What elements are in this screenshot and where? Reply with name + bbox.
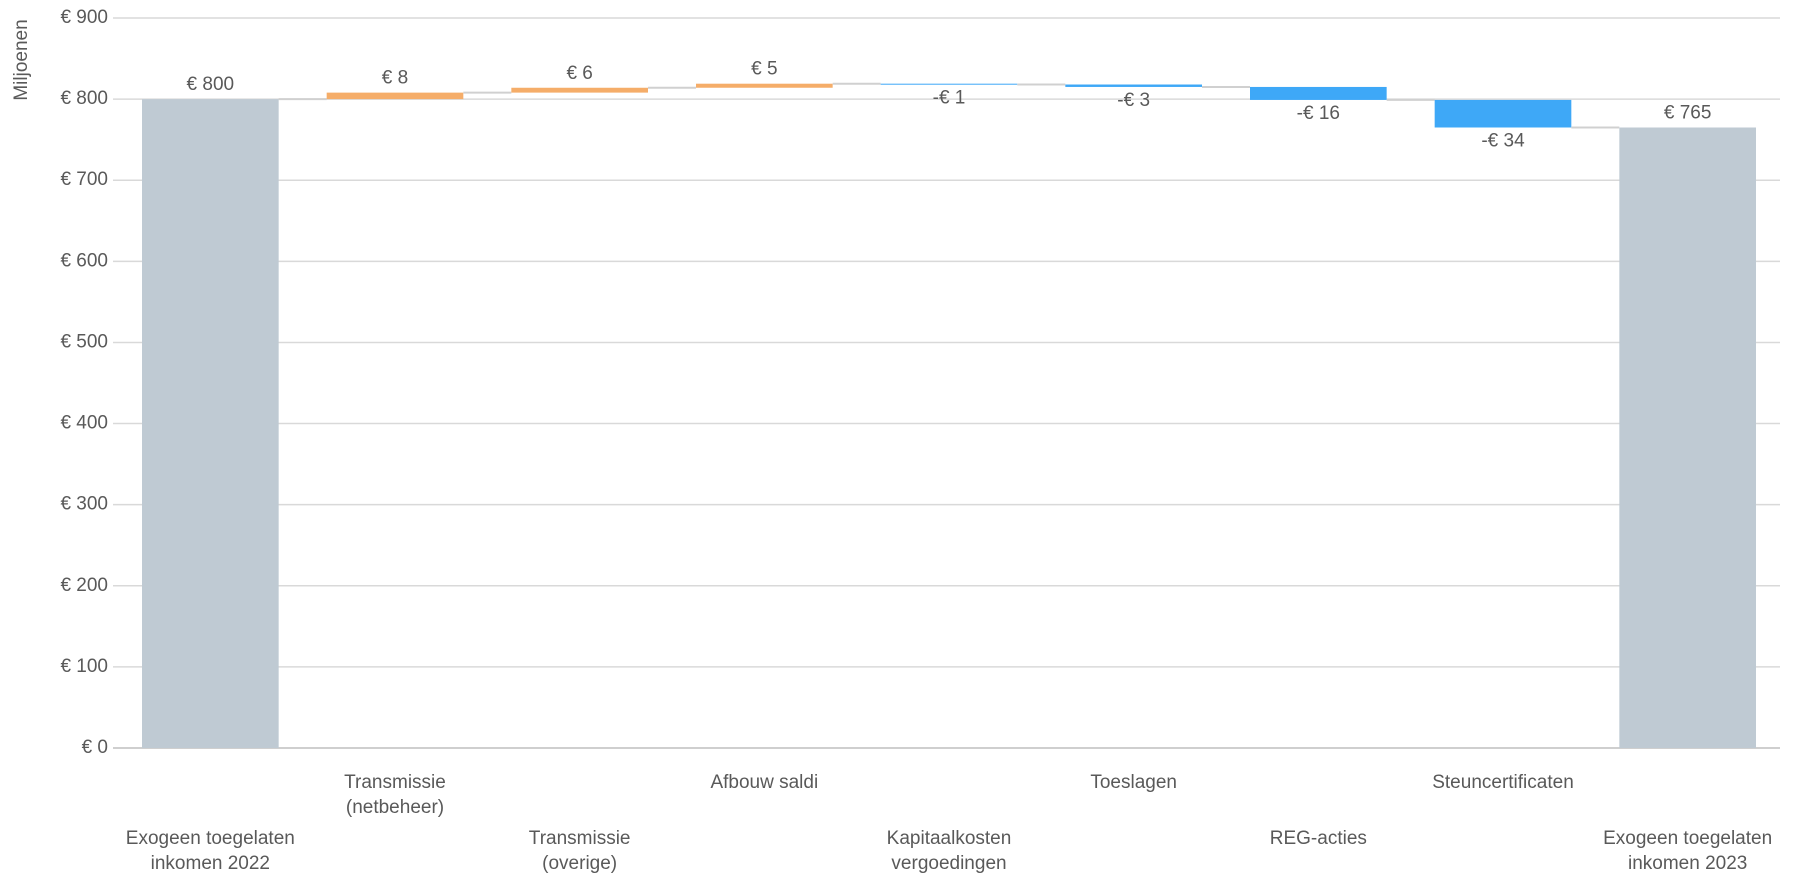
y-tick-label: € 900 [60, 7, 108, 28]
bar [326, 92, 464, 100]
y-tick-label: € 800 [60, 88, 108, 109]
bar [511, 87, 648, 93]
x-tick-label: Toeslagen [1090, 772, 1177, 793]
y-axis-label: Miljoenen [11, 19, 32, 100]
x-tick-label: Exogeen toegelaten inkomen 2023 [1603, 828, 1773, 874]
x-tick-label: Exogeen toegelaten inkomen 2022 [125, 828, 295, 874]
y-tick-label: € 300 [60, 494, 108, 515]
bar [1065, 84, 1202, 87]
y-tick-label: € 400 [60, 413, 108, 434]
data-label: € 8 [382, 68, 408, 89]
x-tick-label: REG-acties [1269, 828, 1367, 849]
data-label: -€ 16 [1297, 103, 1340, 124]
data-label: -€ 3 [1117, 90, 1150, 111]
x-tick-label: Steuncertificaten [1432, 772, 1574, 793]
y-tick-label: € 200 [60, 575, 108, 596]
y-tick-label: € 500 [60, 331, 108, 352]
bar [1434, 99, 1572, 128]
y-tick-label: € 100 [60, 656, 108, 677]
bar [1619, 127, 1756, 748]
y-tick-label: € 700 [60, 169, 108, 190]
bar [142, 99, 279, 749]
bar [696, 83, 833, 88]
x-tick-label: Transmissie (netbeheer) [344, 772, 446, 818]
y-tick-label: € 600 [60, 250, 108, 271]
data-label: € 6 [566, 63, 592, 84]
bar [1250, 86, 1387, 100]
bar [880, 83, 1018, 85]
data-label: -€ 1 [933, 88, 966, 109]
data-label: € 800 [187, 74, 235, 95]
y-tick-label: € 0 [82, 737, 108, 758]
x-tick-label: Kapitaalkosten vergoedingen [886, 828, 1012, 874]
x-tick-label: Transmissie (overige) [528, 828, 631, 874]
data-label: € 765 [1664, 103, 1712, 124]
data-label: € 5 [751, 59, 777, 80]
data-label: -€ 34 [1481, 131, 1525, 152]
x-tick-label: Afbouw saldi [710, 772, 819, 793]
